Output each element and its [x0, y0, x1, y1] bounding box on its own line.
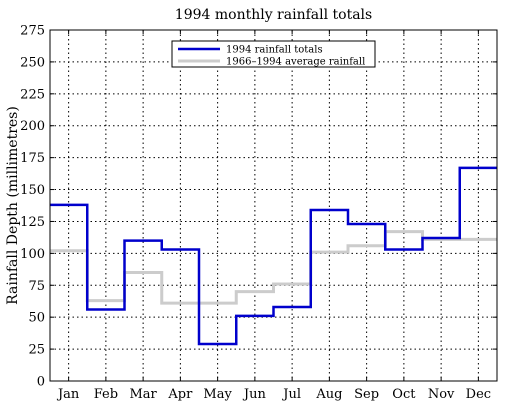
y-tick-label: 250: [20, 55, 45, 70]
plot-frame: [49, 29, 498, 382]
y-tick-label: 200: [20, 119, 45, 134]
y-tick-label: 150: [20, 183, 45, 198]
x-tick-label: May: [203, 387, 232, 402]
y-tick-label: 275: [20, 24, 45, 39]
x-tick-label: Jan: [56, 387, 80, 402]
y-axis-title: Rainfall Depth (millimetres): [5, 106, 21, 305]
x-tick-label: Aug: [315, 387, 342, 402]
y-tick-label: 75: [28, 279, 45, 294]
series-layer: [50, 166, 497, 346]
y-tick-label: 225: [20, 87, 45, 102]
y-tick-label: 0: [37, 375, 45, 390]
y-tick-label: 125: [20, 215, 45, 230]
legend-label-0: 1994 rainfall totals: [226, 45, 323, 56]
y-tick-label: 50: [28, 311, 45, 326]
tick-layer: 0 25 50 75 100 125 150 175 200 225 250 275 Jan Feb Mar…: [20, 24, 497, 402]
x-tick-label: Dec: [466, 387, 491, 402]
x-tick-label: Jul: [281, 387, 301, 402]
y-tick-label: 175: [20, 151, 45, 166]
y-tick-label: 100: [20, 247, 45, 262]
legend-label-1: 1966–1994 average rainfall: [226, 57, 365, 68]
x-tick-label: Mar: [129, 387, 157, 402]
x-tick-label: Oct: [392, 387, 416, 402]
x-tick-label: Sep: [354, 387, 379, 402]
y-tick-label: 25: [28, 343, 45, 358]
grid: [50, 30, 497, 381]
x-tick-label: Jun: [242, 387, 267, 402]
series-line-0: [50, 166, 497, 346]
x-tick-label: Feb: [94, 387, 118, 402]
legend-box: [171, 40, 376, 68]
chart-title: 1994 monthly rainfall totals: [175, 7, 372, 23]
x-tick-label: Apr: [167, 387, 193, 402]
x-tick-label: Nov: [428, 387, 455, 402]
series-line-1: [50, 230, 497, 305]
